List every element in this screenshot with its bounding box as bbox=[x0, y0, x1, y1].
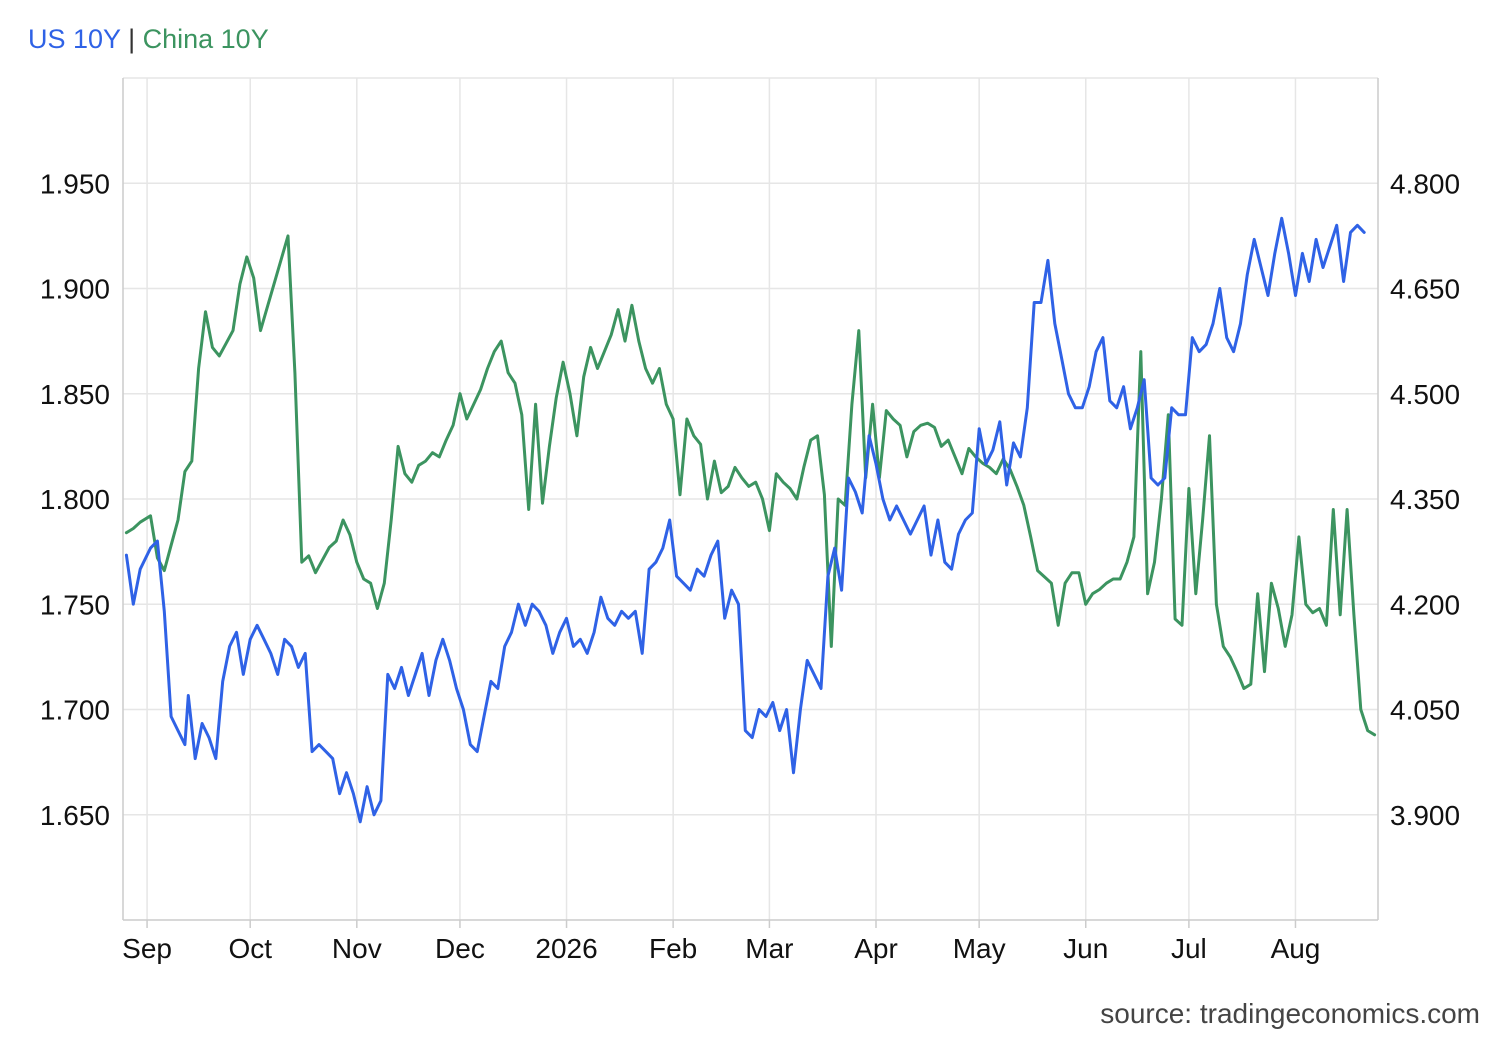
series-lines bbox=[124, 216, 1377, 824]
legend-separator: | bbox=[128, 24, 136, 54]
y-left-tick-label: 1.900 bbox=[40, 274, 110, 305]
x-tick-label: Mar bbox=[745, 933, 793, 964]
y-left-tick-label: 1.800 bbox=[40, 484, 110, 515]
x-tick-label: Sep bbox=[122, 933, 172, 964]
series-line-us-10y[interactable] bbox=[124, 216, 1366, 824]
x-tick-label: 2026 bbox=[535, 933, 597, 964]
y-left-tick-label: 1.950 bbox=[40, 168, 110, 199]
y-right-tick-label: 4.050 bbox=[1390, 695, 1460, 726]
y-right-tick-label: 4.800 bbox=[1390, 168, 1460, 199]
tick-labels: 1.650 3.900 1.700 4.050 1.750 4.200 1.800 4.350… bbox=[40, 168, 1460, 964]
x-tick-label: Dec bbox=[435, 933, 485, 964]
y-left-tick-label: 1.650 bbox=[40, 800, 110, 831]
source-credit: source: tradingeconomics.com bbox=[1100, 998, 1480, 1029]
gridlines bbox=[123, 77, 1378, 920]
axes bbox=[122, 78, 1379, 928]
chart-legend: US 10Y | China 10Y bbox=[28, 22, 269, 56]
legend-china-10y[interactable]: China 10Y bbox=[142, 24, 269, 54]
x-tick-label: Oct bbox=[228, 933, 272, 964]
x-tick-label: May bbox=[953, 933, 1006, 964]
y-left-tick-label: 1.850 bbox=[40, 379, 110, 410]
series-line-china-10y[interactable] bbox=[124, 234, 1377, 737]
x-tick-label: Feb bbox=[649, 933, 697, 964]
x-tick-label: Jul bbox=[1171, 933, 1207, 964]
y-right-tick-label: 4.500 bbox=[1390, 379, 1460, 410]
y-left-tick-label: 1.750 bbox=[40, 589, 110, 620]
x-tick-label: Aug bbox=[1271, 933, 1321, 964]
y-right-tick-label: 3.900 bbox=[1390, 800, 1460, 831]
x-tick-label: Nov bbox=[332, 933, 382, 964]
y-right-tick-label: 4.650 bbox=[1390, 274, 1460, 305]
y-right-tick-label: 4.350 bbox=[1390, 484, 1460, 515]
y-left-tick-label: 1.700 bbox=[40, 695, 110, 726]
x-tick-label: Jun bbox=[1063, 933, 1108, 964]
x-tick-label: Apr bbox=[854, 933, 898, 964]
legend-us-10y[interactable]: US 10Y bbox=[28, 24, 121, 54]
y-right-tick-label: 4.200 bbox=[1390, 589, 1460, 620]
